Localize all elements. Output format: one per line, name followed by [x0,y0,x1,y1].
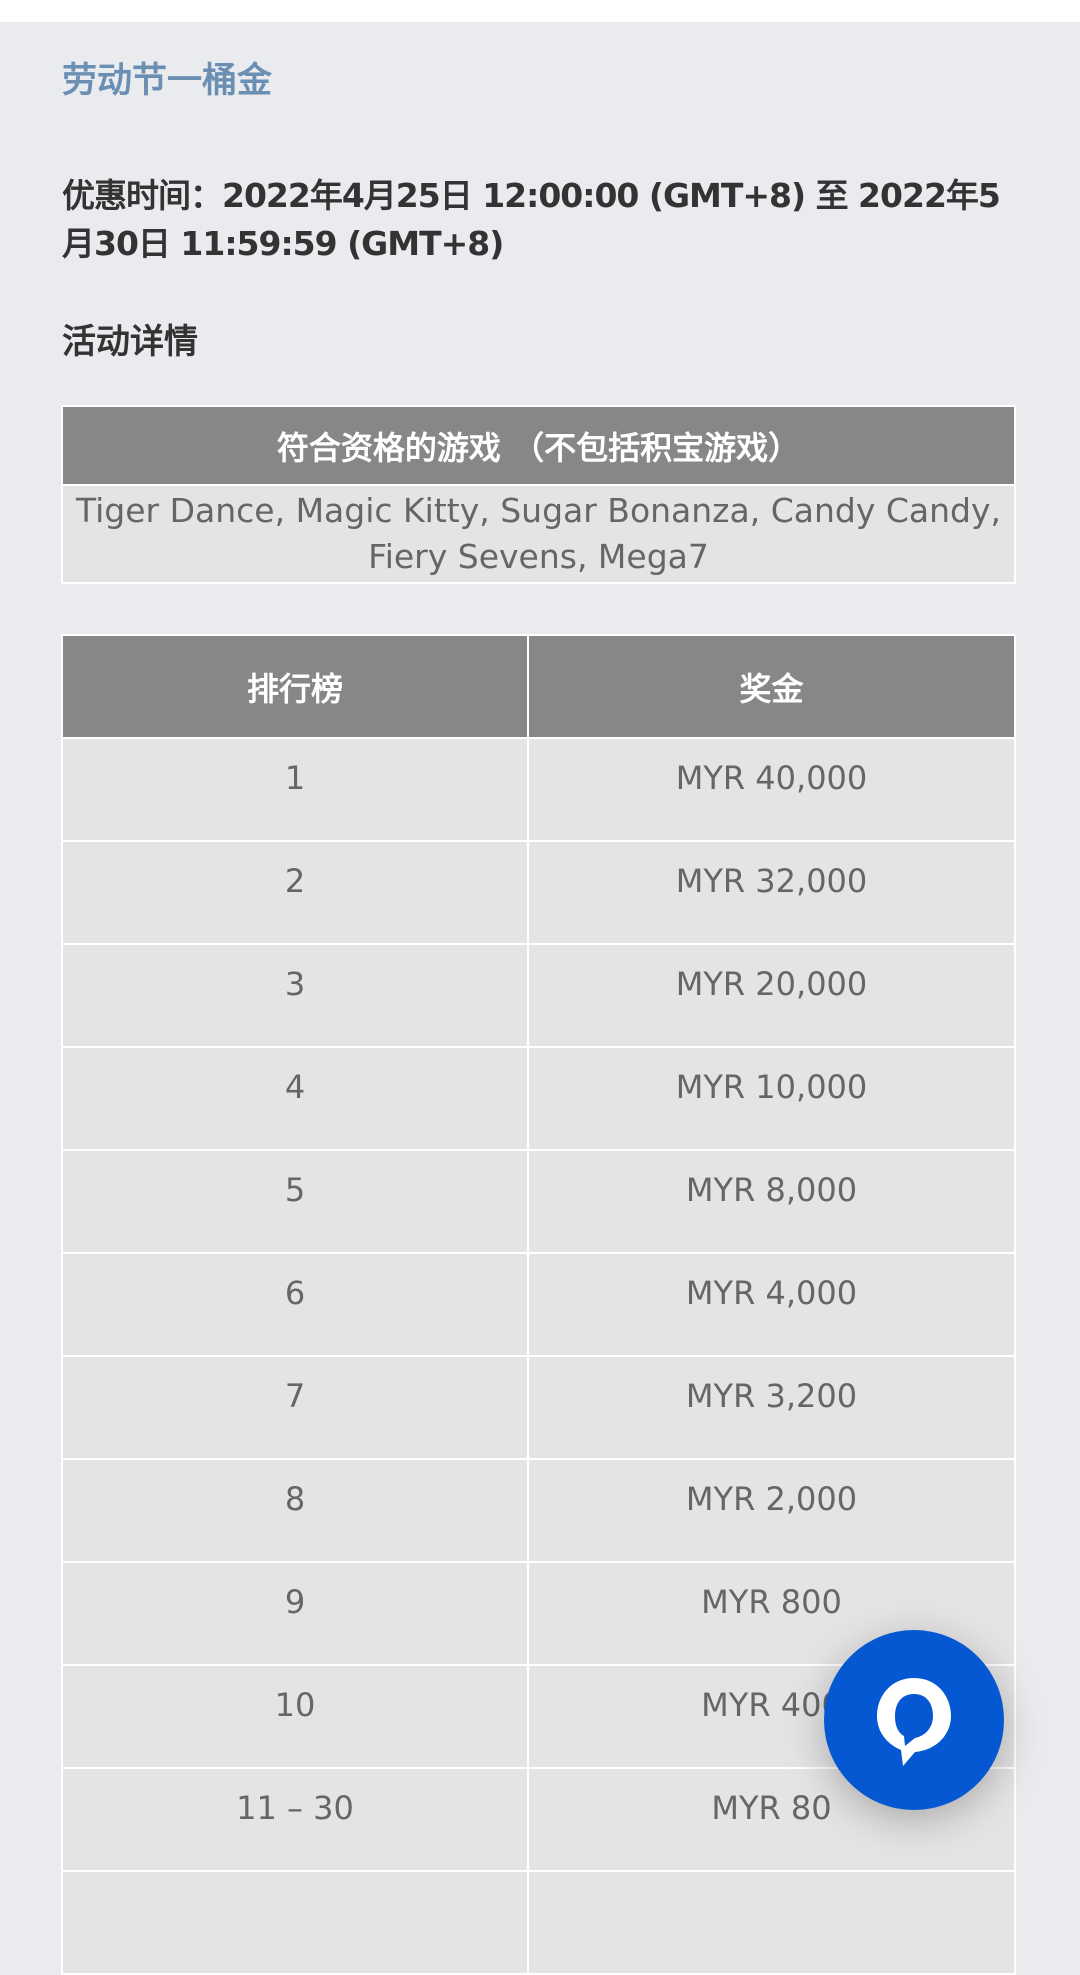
prize-row: 3 MYR 20,000 [61,943,1016,1048]
promo-period: 优惠时间：2022年4月25日 12:00:00 (GMT+8) 至 2022年… [62,176,1001,263]
games-header: 符合资格的游戏 （不包括积宝游戏） [61,405,1016,486]
prize-row: 6 MYR 4,000 [61,1252,1016,1357]
rank-cell: 3 [61,943,529,1048]
rank-cell: 2 [61,840,529,945]
prize-row: 9 MYR 800 [61,1561,1016,1666]
prize-cell: MYR 3,200 [527,1355,1016,1460]
rank-cell: 1 [61,737,529,842]
prize-cell: MYR 4,000 [527,1252,1016,1357]
prize-cell [527,1870,1016,1975]
prize-row: 8 MYR 2,000 [61,1458,1016,1563]
details-heading: 活动详情 [62,322,198,362]
prize-cell: MYR 20,000 [527,943,1016,1048]
rank-cell: 9 [61,1561,529,1666]
prize-cell: MYR 8,000 [527,1149,1016,1254]
prize-row: 4 MYR 10,000 [61,1046,1016,1151]
rank-cell: 8 [61,1458,529,1563]
prize-row [61,1870,1016,1975]
rank-cell: 7 [61,1355,529,1460]
prize-cell: MYR 2,000 [527,1458,1016,1563]
rank-cell [61,1870,529,1975]
prize-cell: MYR 10,000 [527,1046,1016,1151]
eligible-games-table: 符合资格的游戏 （不包括积宝游戏） Tiger Dance, Magic Kit… [61,405,1016,584]
prize-table: 排行榜 奖金 1 MYR 40,000 2 MYR 32,000 3 MYR 20,000… [61,634,1016,1975]
rank-cell: 11 – 30 [61,1767,529,1872]
prize-row: 7 MYR 3,200 [61,1355,1016,1460]
rank-cell: 6 [61,1252,529,1357]
prize-row: 10 MYR 400 [61,1664,1016,1769]
rank-cell: 10 [61,1664,529,1769]
prize-header: 奖金 [527,634,1016,739]
prize-cell: MYR 32,000 [527,840,1016,945]
games-list: Tiger Dance, Magic Kitty, Sugar Bonanza,… [61,484,1016,584]
top-bar [0,0,1080,22]
prize-cell: MYR 40,000 [527,737,1016,842]
rank-header: 排行榜 [61,634,529,739]
chat-button[interactable] [824,1630,1004,1810]
promo-title: 劳动节一桶金 [62,61,273,101]
prize-row: 1 MYR 40,000 [61,737,1016,842]
chat-bubble-icon [877,1678,951,1766]
prize-row: 2 MYR 32,000 [61,840,1016,945]
prize-row: 11 – 30 MYR 80 [61,1767,1016,1872]
rank-cell: 4 [61,1046,529,1151]
rank-cell: 5 [61,1149,529,1254]
prize-row: 5 MYR 8,000 [61,1149,1016,1254]
prize-cell: MYR 800 [527,1561,1016,1666]
